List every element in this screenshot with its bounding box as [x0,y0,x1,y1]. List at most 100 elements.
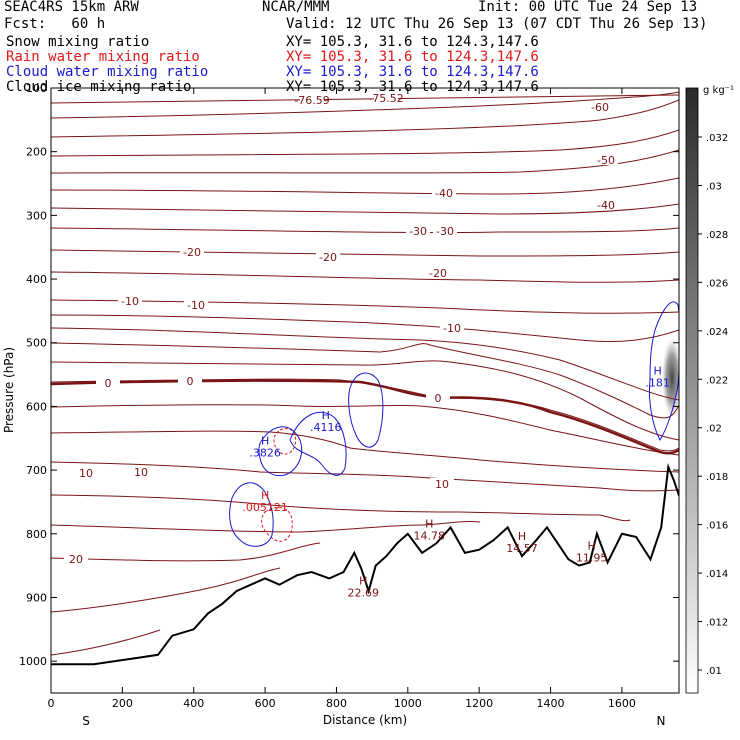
max-marker: H [359,575,367,588]
contour-label-bg [316,251,340,262]
x-tick-label: 400 [183,697,204,710]
contour-label: -76.59 [294,94,329,107]
contour-label-bg [129,466,153,477]
contour-label: -10 [121,295,139,308]
contour-label: -10 [187,299,205,312]
contour-label-bg [180,246,204,257]
field-snow-label: Snow mixing ratio [6,34,150,50]
y-tick-label: 300 [26,209,47,222]
temperature-contour-labels: -76.59 -75.52 -60 -50 -40 -40 -30 -30 -20 -20 -20 -… [64,92,618,566]
y-tick-label: 600 [26,400,47,413]
contour-label: 10 [134,466,148,479]
max-value: 11.95 [576,552,608,565]
x-end-left-label: S [82,714,90,728]
cloud-water-contours [229,301,679,547]
max-marker: H [653,365,661,378]
contour-label-bg [178,375,202,386]
contour-label: 20 [69,553,83,566]
contour-label-bg [96,377,120,388]
contour-label: -20 [319,251,337,264]
zero-degree-isotherm [51,379,679,455]
contour-label: 0 [435,392,442,405]
forecast-hour: Fcst: 60 h [4,16,106,32]
y-tick-label: 700 [26,464,47,477]
max-marker: H [261,489,269,502]
org-label: NCAR/MMM [262,0,330,15]
contour-label: -30 [409,225,427,238]
contour-label-bg [64,553,88,564]
field-snow-xy: XY= 105.3, 31.6 to 124.3,147.6 [286,34,539,50]
x-axis-title: Distance (km) [323,713,407,727]
colorbar-tick-label: .01 [706,666,722,677]
contour-label-bg [406,225,430,236]
temperature-contours [51,91,679,656]
contour-label-bg [374,92,398,103]
colorbar-tick-label: .014 [706,569,728,580]
field-rain-label: Rain water mixing ratio [6,49,200,65]
colorbar-tick-label: .03 [706,181,722,192]
y-tick-label: 800 [26,528,47,541]
contour-label-bg [184,299,208,310]
colorbar-tick-label: .022 [706,375,728,386]
contour-label-bg [426,267,450,278]
field-cloudwater-xy: XY= 105.3, 31.6 to 124.3,147.6 [286,64,539,80]
colorbar-tick-label: .028 [706,230,728,241]
y-tick-label: 400 [26,273,47,286]
max-marker: H [261,435,269,448]
init-time: Init: 00 UTC Tue 24 Sep 13 [478,0,698,15]
contour-label-bg [588,101,612,112]
x-tick-label: 0 [48,697,55,710]
max-value: .4116 [310,421,342,434]
cloud-ice-shading [662,338,679,418]
colorbar-unit: g kg⁻¹ [703,85,734,96]
contour-label-bg [433,225,457,236]
contour-label: -60 [591,101,609,114]
x-tick-label: 1200 [465,697,493,710]
contour-label: 0 [105,377,112,390]
contour-label: -40 [435,187,453,200]
contour-label: -75.52 [368,92,403,105]
x-tick-label: 800 [326,697,347,710]
field-cloudwater-label: Cloud water mixing ratio [6,64,209,80]
contour-label: -20 [429,267,447,280]
max-marker: H [322,409,330,422]
contour-label: 10 [435,478,449,491]
contour-label: -10 [443,322,461,335]
y-tick-label: 200 [26,146,47,159]
y-tick-label: 1000 [19,655,47,668]
max-marker: H [587,540,595,553]
y-tick-label: 500 [26,337,47,350]
plot-frame [50,87,680,694]
x-end-right-label: N [657,714,666,728]
max-value: .181 [645,377,670,390]
contour-label-bg [594,199,618,210]
x-tick-label: 600 [255,697,276,710]
max-value: 14.78 [413,529,445,542]
colorbar-tick-label: .026 [706,278,728,289]
contour-label: -50 [597,154,615,167]
colorbar-tick-label: .018 [706,472,728,483]
terrain-profile [51,462,679,666]
max-marker: H [425,517,433,530]
contour-label: -20 [183,246,201,259]
contour-label: -40 [597,199,615,212]
colorbar-tick-label: .024 [706,327,728,338]
field-rain-xy: XY= 105.3, 31.6 to 124.3,147.6 [286,49,539,65]
field-cloudice-xy: XY= 105.3, 31.6 to 124.3,147.6 [286,79,539,95]
contour-label-bg [118,295,142,306]
y-tick-label: 900 [26,591,47,604]
contour-label-bg [74,467,98,478]
max-value: .005121 [242,501,288,514]
contour-label: -30 [436,225,454,238]
colorbar-tick-label: .02 [706,424,722,435]
contour-label-bg [300,94,324,105]
field-cloudice-label: Cloud ice mixing ratio [6,79,192,95]
colorbar-tick-label: .016 [706,521,728,532]
max-value: 22.69 [347,587,379,600]
contour-label: 10 [79,467,93,480]
x-tick-label: 200 [112,697,133,710]
contour-label-bg [426,392,450,403]
